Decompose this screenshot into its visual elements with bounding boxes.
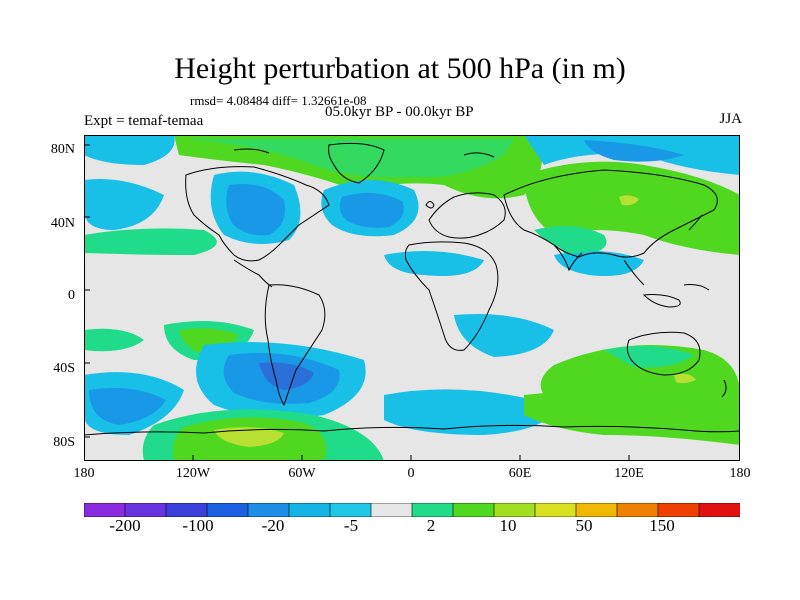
colorbar-swatch (534, 503, 577, 517)
colorbar-swatch (84, 503, 126, 517)
field-satl-green (524, 391, 740, 445)
colorbar-swatch (329, 503, 372, 517)
colorbar-label-2: -100 (182, 516, 214, 535)
axis-ticks (84, 144, 630, 461)
colorbar-swatch (657, 503, 700, 517)
lon-label-180e: 180 (729, 466, 751, 481)
colorbar-swatch (206, 503, 249, 517)
lat-label-80s: 80S (53, 435, 75, 450)
lon-label-180w: 180 (73, 466, 95, 481)
lat-label-40s: 40S (53, 361, 75, 376)
field-npac-lightblue (84, 135, 175, 165)
plot-title: Height perturbation at 500 hPa (in m) (174, 52, 626, 85)
field-na-midblue (226, 184, 285, 236)
colorbar-label-1: -200 (109, 516, 141, 535)
period-text: 05.0kyr BP - 00.0kyr BP (325, 104, 474, 120)
field-eurasia-yellow (619, 195, 639, 206)
lon-label-120e: 120E (614, 466, 644, 481)
colorbar-swatch (124, 503, 167, 517)
lon-label-120w: 120W (175, 466, 211, 481)
lat-label-40n: 40N (50, 216, 75, 231)
field-pac-green (84, 228, 217, 255)
season-label: JJA (719, 111, 742, 127)
colorbar-swatch (411, 503, 454, 517)
colorbar-label-6: 10 (499, 516, 517, 535)
field-siberia-midblue (584, 140, 684, 162)
field-siberia-lightblue (524, 135, 740, 175)
colorbar-label-4: -5 (343, 516, 359, 535)
field-ant-yellow (214, 427, 284, 447)
field-arctic-cyan (184, 139, 514, 178)
colorbar-label-3: -20 (261, 516, 285, 535)
colorbar-label-8: 150 (649, 516, 675, 535)
lat-label-80n: 80N (50, 142, 75, 157)
lon-label-60e: 60E (508, 466, 532, 481)
colorbar-swatch (247, 503, 290, 517)
field-eurasia-green (524, 161, 740, 255)
field-aus-yellow (674, 373, 696, 384)
colorbar-swatch (452, 503, 495, 517)
lon-label-60w: 60W (288, 466, 316, 481)
stats-text: rmsd= 4.08484 diff= 1.32661e-08 (190, 93, 367, 108)
field-africa-lightblue (384, 251, 484, 276)
colorbar-swatch (616, 503, 659, 517)
colorbar-swatch (575, 503, 618, 517)
experiment-label: Expt = temaf-temaa (84, 113, 204, 129)
field-atl-midblue (339, 192, 404, 228)
field-swpac-midblue (89, 387, 166, 425)
lat-label-0: 0 (68, 288, 75, 303)
field-satl-lightblue (384, 389, 554, 435)
lon-label-0: 0 (407, 466, 415, 481)
coastlines (84, 142, 740, 436)
field-sio-lightblue (454, 314, 554, 357)
colorbar-label-5: 2 (426, 516, 436, 535)
colorbar-swatch (370, 503, 413, 517)
colorbar (84, 503, 740, 517)
colorbar-swatch (698, 503, 740, 517)
field-pac-lightblue (84, 179, 164, 230)
colorbar-label-7: 50 (575, 516, 593, 535)
colorbar-swatch (165, 503, 208, 517)
colorbar-swatch (493, 503, 536, 517)
colorbar-swatch (288, 503, 331, 517)
height-perturbation-map (84, 135, 740, 461)
field-india-cyan (554, 238, 604, 254)
field-aus-cyan (604, 346, 694, 368)
field-sw-green (84, 328, 144, 352)
